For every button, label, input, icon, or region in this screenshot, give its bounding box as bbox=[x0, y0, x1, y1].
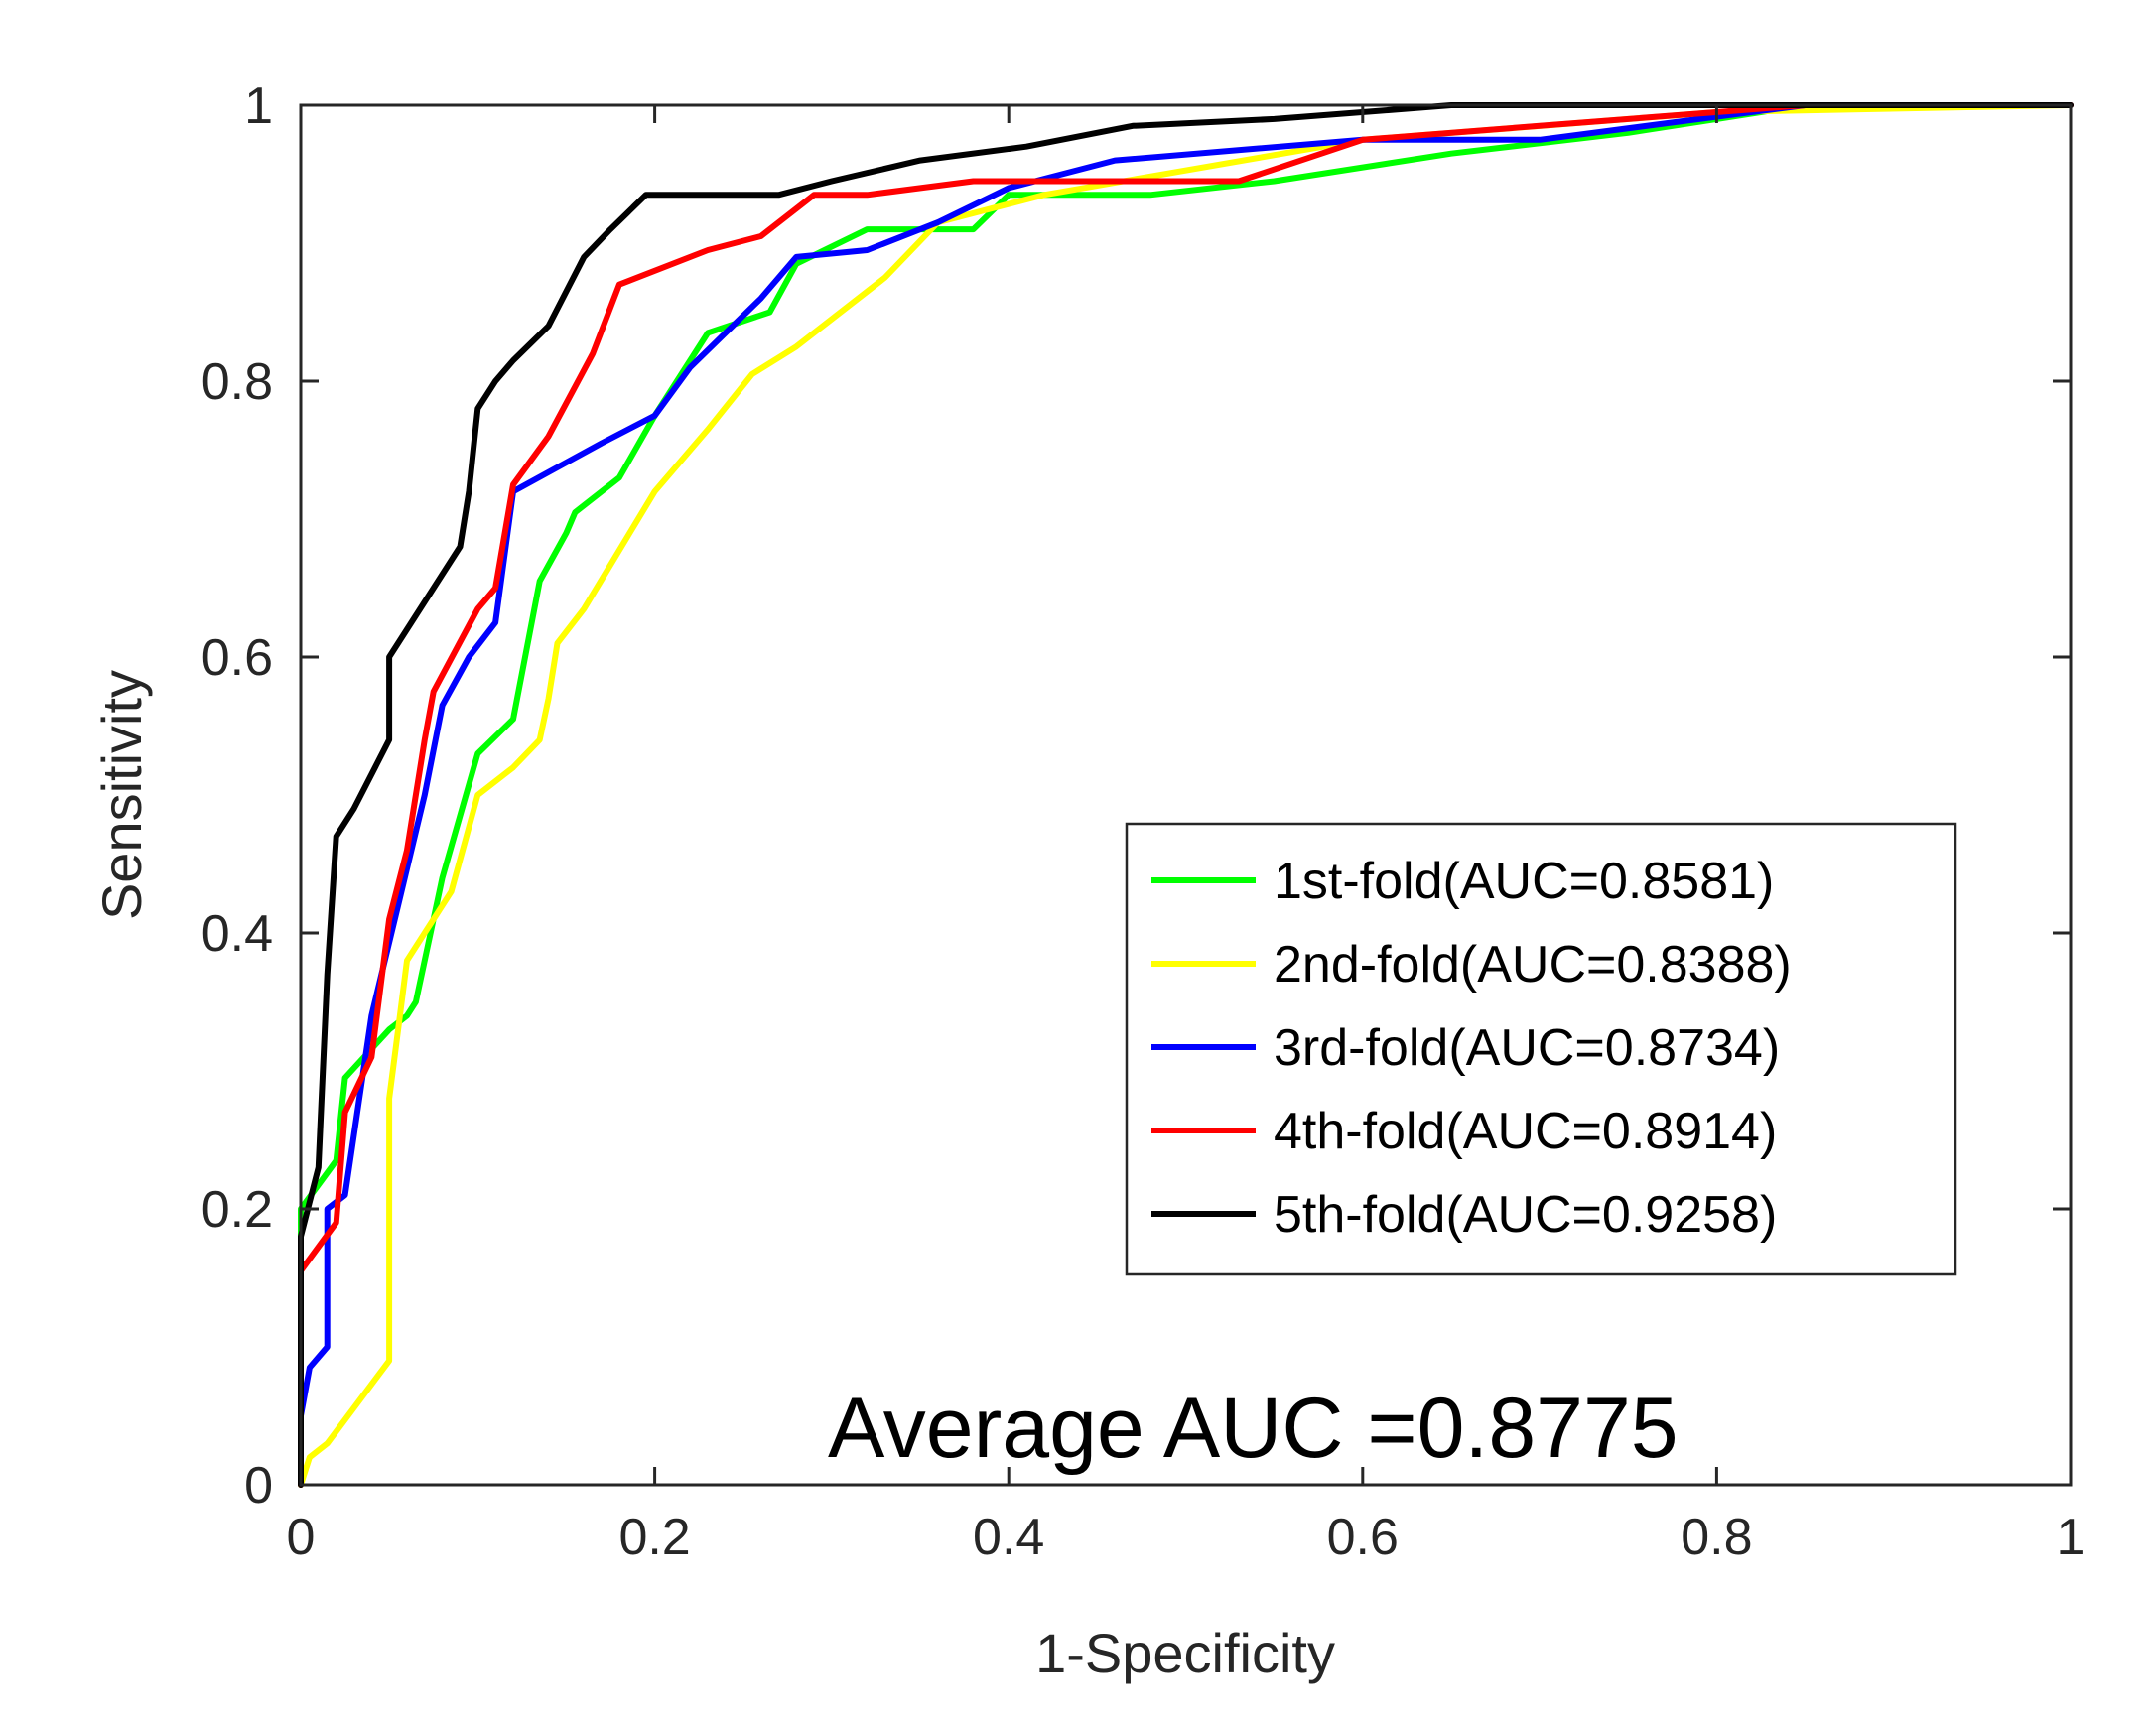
x-tick-label: 1 bbox=[2057, 1509, 2086, 1566]
legend-entries: 1st-fold(AUC=0.8581) 2nd-fold(AUC=0.8388)… bbox=[1151, 853, 1792, 1244]
y-tick-label: 0.8 bbox=[202, 353, 273, 411]
x-tick-label: 0.8 bbox=[1681, 1509, 1752, 1566]
average-auc-annotation: Average AUC =0.8775 bbox=[828, 1381, 1679, 1476]
y-tick-label: 0.2 bbox=[202, 1181, 273, 1239]
series-line-5 bbox=[298, 102, 2074, 1488]
x-tick-label: 0.4 bbox=[973, 1509, 1044, 1566]
x-axis-title: 1-Specificity bbox=[1035, 1622, 1335, 1684]
y-tick-label: 0 bbox=[244, 1457, 273, 1515]
axis-ticks bbox=[299, 103, 2073, 1487]
series-line-3 bbox=[298, 102, 2074, 1419]
tick-labels: 0 0.2 0.4 0.6 0.8 1 0 0.2 0.4 0.6 0.8 1 bbox=[202, 77, 2086, 1566]
series-line-4 bbox=[298, 102, 2074, 1488]
legend-label-5: 5th-fold(AUC=0.9258) bbox=[1274, 1186, 1777, 1244]
plot-lines bbox=[298, 102, 2074, 1488]
y-tick-label: 0.6 bbox=[202, 629, 273, 687]
legend-label-4: 4th-fold(AUC=0.8914) bbox=[1274, 1103, 1777, 1160]
x-tick-label: 0.6 bbox=[1327, 1509, 1399, 1566]
plot-frame bbox=[299, 103, 2073, 1487]
legend-label-3: 3rd-fold(AUC=0.8734) bbox=[1274, 1019, 1780, 1077]
legend-label-1: 1st-fold(AUC=0.8581) bbox=[1274, 853, 1774, 910]
x-tick-label: 0 bbox=[287, 1509, 316, 1566]
y-tick-label: 1 bbox=[244, 77, 273, 135]
y-tick-label: 0.4 bbox=[202, 905, 273, 963]
x-tick-label: 0.2 bbox=[618, 1509, 690, 1566]
y-axis-title: Sensitivity bbox=[90, 670, 153, 920]
legend-label-2: 2nd-fold(AUC=0.8388) bbox=[1274, 936, 1792, 994]
legend: 1st-fold(AUC=0.8581) 2nd-fold(AUC=0.8388)… bbox=[1125, 822, 1957, 1276]
legend-box bbox=[1125, 822, 1957, 1276]
